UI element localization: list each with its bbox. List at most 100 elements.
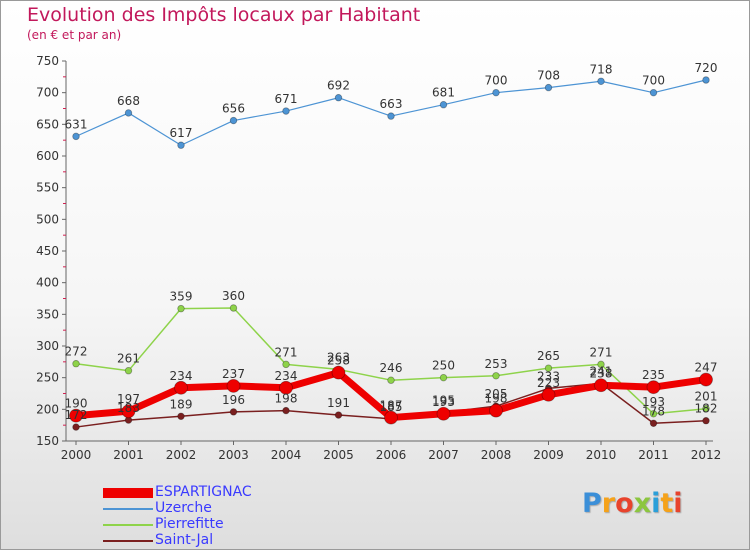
data-label-uzerche: 656 xyxy=(222,102,245,116)
data-label-saint-jal: 189 xyxy=(170,397,193,411)
y-tick-label: 650 xyxy=(36,117,59,131)
data-point-espartignac xyxy=(384,410,398,425)
y-tick-label: 700 xyxy=(36,86,59,100)
data-point-pierrefitte xyxy=(387,376,395,384)
data-label-pierrefitte: 265 xyxy=(537,349,560,363)
brand-letter: o xyxy=(615,488,634,519)
x-tick-label: 2000 xyxy=(61,448,92,462)
data-label-espartignac: 234 xyxy=(275,369,298,383)
data-point-pierrefitte xyxy=(282,360,290,369)
data-label-pierrefitte: 271 xyxy=(275,345,298,359)
data-label-saint-jal: 183 xyxy=(117,401,140,415)
y-tick-label: 350 xyxy=(36,307,59,321)
data-label-saint-jal: 172 xyxy=(65,408,88,422)
brand-letter: i xyxy=(673,488,683,519)
x-tick-label: 2001 xyxy=(113,448,144,462)
data-point-saint-jal xyxy=(649,419,658,427)
data-point-espartignac xyxy=(331,365,346,380)
legend-swatch xyxy=(103,524,153,526)
data-point-pierrefitte xyxy=(124,367,133,375)
data-point-pierrefitte xyxy=(439,373,448,382)
data-label-saint-jal: 191 xyxy=(327,396,350,410)
x-tick-label: 2004 xyxy=(271,448,302,462)
data-point-uzerche xyxy=(387,112,395,120)
data-label-uzerche: 668 xyxy=(117,94,140,108)
data-point-pierrefitte xyxy=(177,304,185,313)
y-tick-label: 250 xyxy=(36,371,59,385)
brand-letter: r xyxy=(601,488,616,519)
data-label-saint-jal: 233 xyxy=(537,369,560,383)
y-tick-label: 600 xyxy=(36,149,59,163)
data-point-espartignac xyxy=(646,380,661,395)
data-label-pierrefitte: 261 xyxy=(117,352,140,366)
data-point-saint-jal xyxy=(334,411,343,419)
data-label-pierrefitte: 263 xyxy=(327,350,350,364)
brand-letter: x xyxy=(633,488,652,519)
data-label-pierrefitte: 250 xyxy=(432,359,455,373)
y-tick-label: 450 xyxy=(36,244,59,258)
data-point-uzerche xyxy=(177,141,185,149)
data-label-uzerche: 700 xyxy=(642,74,665,88)
x-tick-label: 2002 xyxy=(166,448,197,462)
data-point-espartignac xyxy=(174,380,188,395)
data-point-espartignac xyxy=(541,387,556,402)
data-point-saint-jal xyxy=(177,412,185,420)
data-point-pierrefitte xyxy=(72,360,80,368)
data-label-espartignac: 198 xyxy=(485,392,508,406)
data-label-saint-jal: 185 xyxy=(380,400,403,414)
data-label-pierrefitte: 246 xyxy=(380,361,403,375)
y-tick-label: 150 xyxy=(36,434,59,448)
data-label-saint-jal: 195 xyxy=(432,394,455,408)
data-label-espartignac: 238 xyxy=(590,366,613,380)
legend-label: Saint-Jal xyxy=(155,532,214,548)
brand-letter: t xyxy=(660,488,674,519)
data-point-espartignac xyxy=(436,406,451,421)
data-label-pierrefitte: 193 xyxy=(642,395,665,409)
data-label-uzerche: 617 xyxy=(170,126,193,140)
data-point-espartignac xyxy=(594,378,608,393)
data-label-saint-jal: 178 xyxy=(642,404,665,418)
x-tick-label: 2006 xyxy=(376,448,407,462)
data-label-saint-jal: 182 xyxy=(695,402,718,416)
y-tick-label: 400 xyxy=(36,276,59,290)
y-tick-label: 300 xyxy=(36,339,59,353)
data-label-espartignac: 234 xyxy=(170,369,193,383)
chart-subtitle: (en € et par an) xyxy=(27,28,122,42)
data-label-uzerche: 671 xyxy=(275,92,298,106)
data-point-pierrefitte xyxy=(229,304,238,312)
data-label-pierrefitte: 360 xyxy=(222,289,245,303)
brand-letter: P xyxy=(582,488,602,519)
y-tick-label: 500 xyxy=(36,212,59,226)
data-label-uzerche: 692 xyxy=(327,79,350,93)
x-tick-label: 2008 xyxy=(481,448,512,462)
data-label-uzerche: 708 xyxy=(537,69,560,83)
data-point-uzerche xyxy=(702,76,710,84)
x-tick-label: 2009 xyxy=(533,448,564,462)
data-label-espartignac: 197 xyxy=(117,392,140,406)
data-label-uzerche: 700 xyxy=(485,74,508,88)
data-point-uzerche xyxy=(229,116,238,125)
data-label-espartignac: 193 xyxy=(432,395,455,409)
data-point-espartignac xyxy=(69,408,83,423)
data-label-espartignac: 235 xyxy=(642,368,665,382)
data-point-saint-jal xyxy=(702,417,710,425)
data-point-uzerche xyxy=(597,77,605,85)
data-point-pierrefitte xyxy=(649,410,658,418)
data-point-uzerche xyxy=(124,109,133,117)
legend-swatch xyxy=(103,540,153,542)
data-label-uzerche: 720 xyxy=(695,61,718,75)
data-label-espartignac: 187 xyxy=(380,399,403,413)
data-label-uzerche: 663 xyxy=(380,97,403,111)
data-point-espartignac xyxy=(121,404,136,419)
data-label-saint-jal: 198 xyxy=(275,392,298,406)
data-point-uzerche xyxy=(492,88,500,97)
data-label-saint-jal: 196 xyxy=(222,393,245,407)
data-label-pierrefitte: 272 xyxy=(65,345,88,359)
data-label-espartignac: 190 xyxy=(65,397,88,411)
legend-label: Pierrefitte xyxy=(155,516,224,532)
data-label-espartignac: 247 xyxy=(695,361,718,375)
x-tick-label: 2012 xyxy=(691,448,722,462)
data-label-pierrefitte: 271 xyxy=(590,345,613,359)
